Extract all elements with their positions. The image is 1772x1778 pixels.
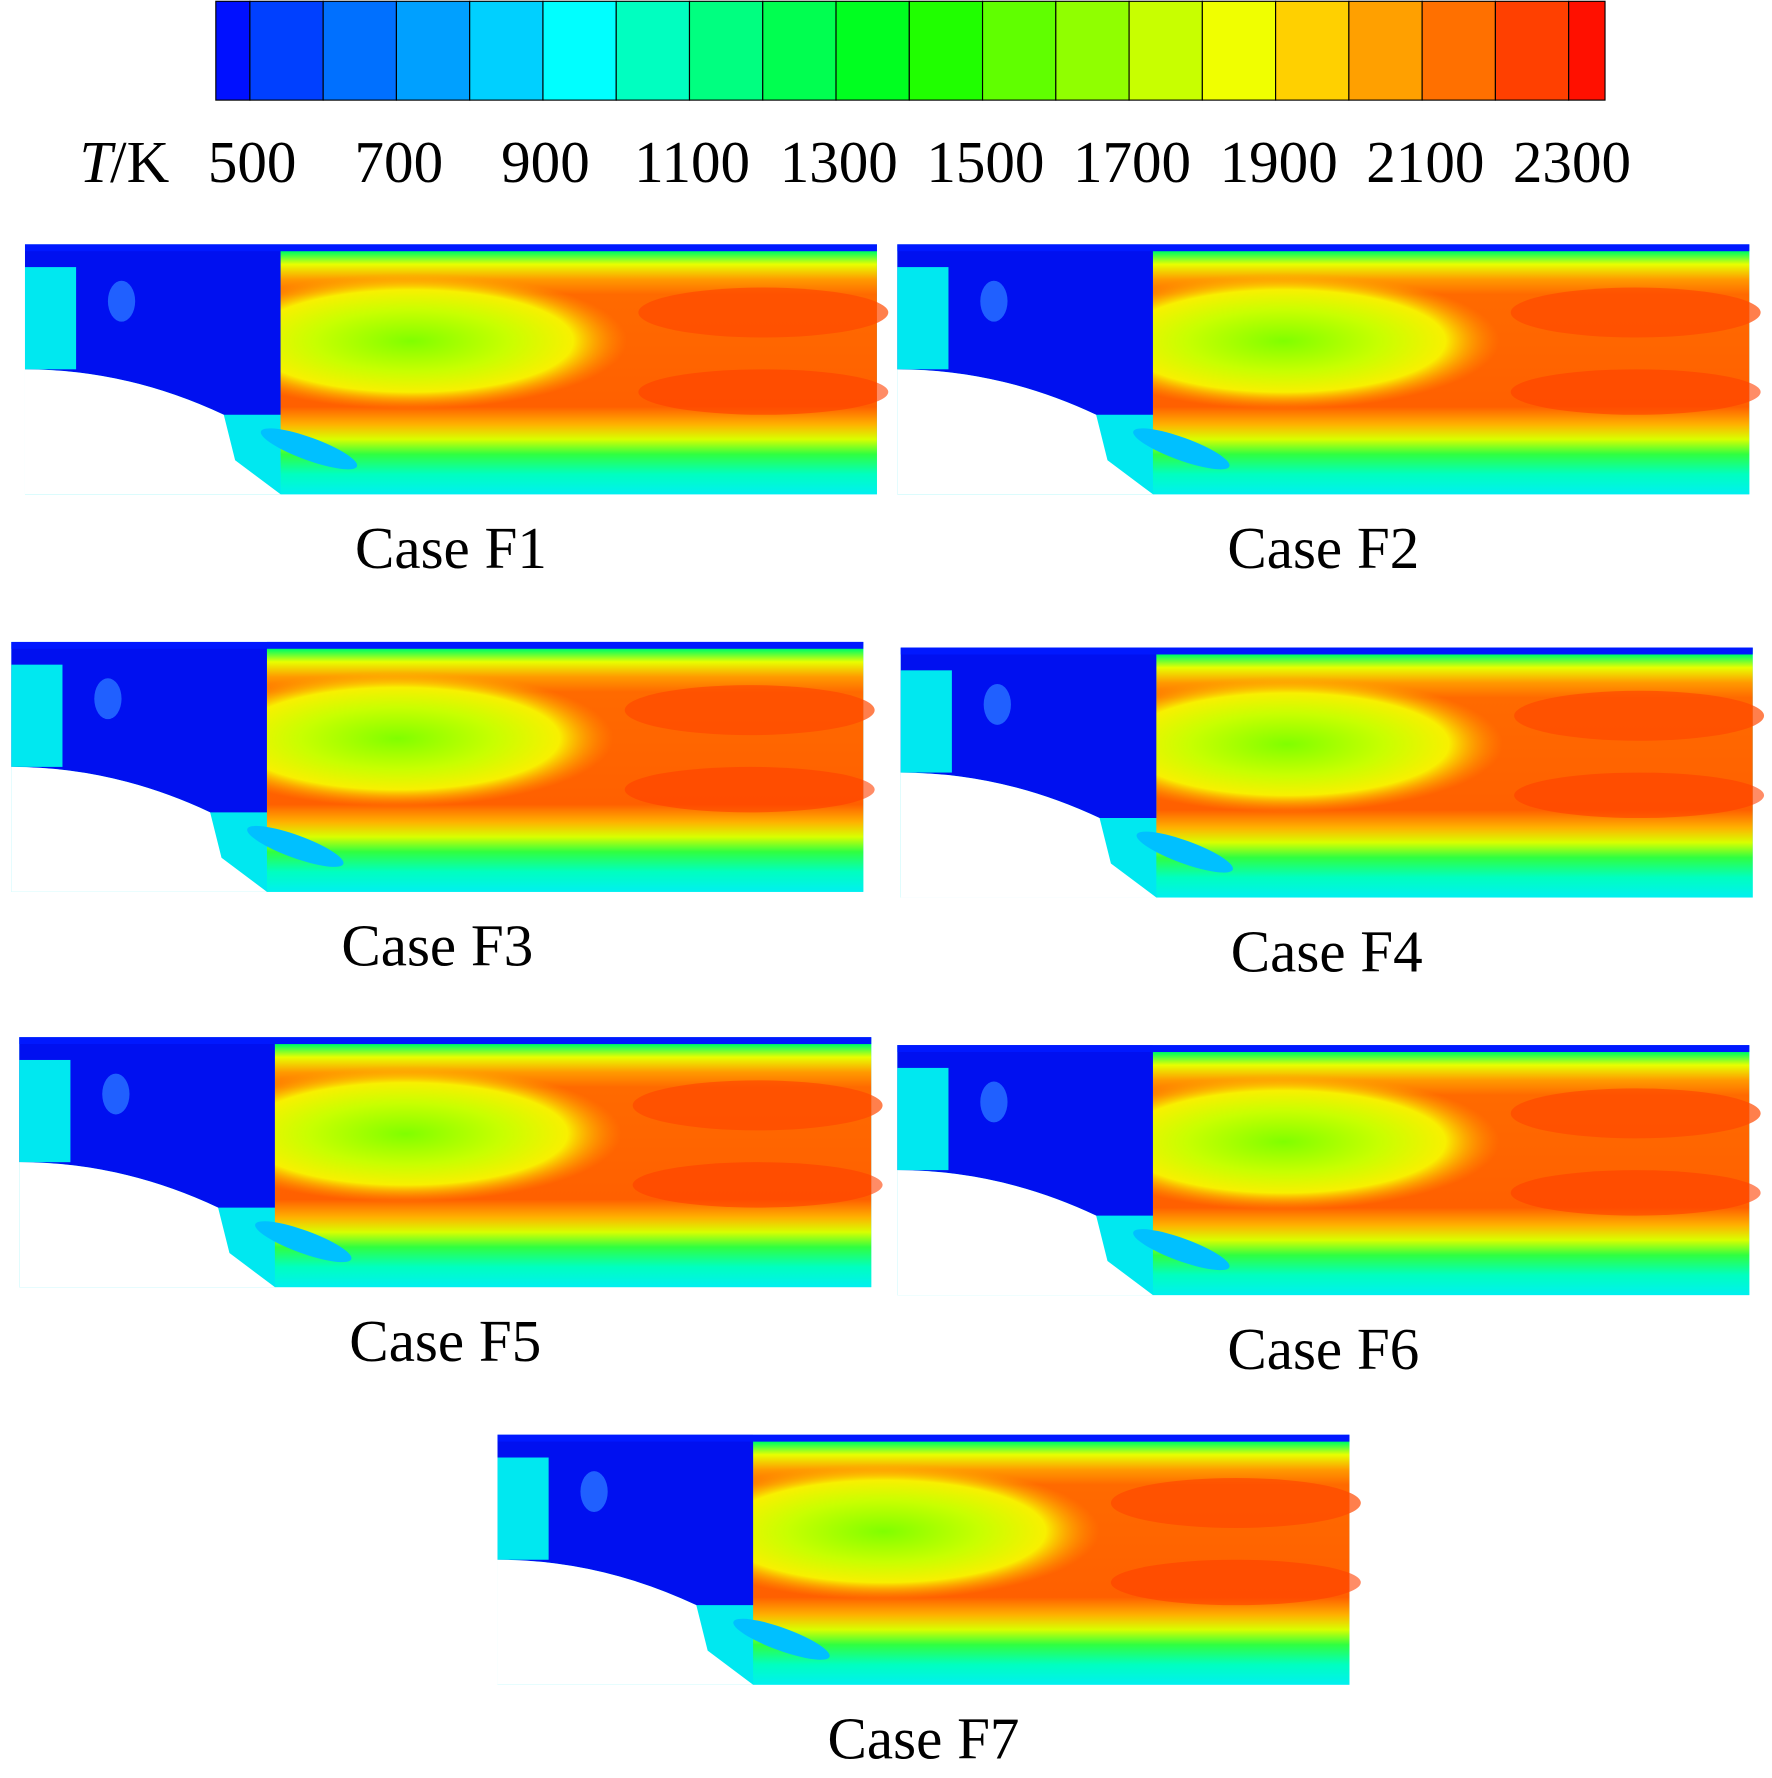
- colorbar-band: [1275, 0, 1350, 101]
- colorbar-tick-label: 700: [355, 129, 444, 195]
- contour-plot: [897, 1045, 1761, 1296]
- contour-plot: [11, 641, 875, 892]
- contour-panel: Case F4: [900, 647, 1765, 984]
- colorbar-tick-label: 1100: [634, 129, 750, 195]
- contour-plot: [19, 1037, 883, 1288]
- colorbar-tick-label: 1500: [926, 129, 1044, 195]
- colorbar-tick-label: 1300: [780, 129, 898, 195]
- colorbar-tick-label: 2100: [1366, 129, 1484, 195]
- colorbar-tick-label: 500: [208, 129, 297, 195]
- contour-panel: Case F1: [24, 244, 889, 581]
- panel-caption: Case F3: [341, 913, 533, 979]
- colorbar-band: [1421, 0, 1496, 101]
- colorbar-band: [1128, 0, 1203, 101]
- contour-plot: [24, 244, 889, 495]
- contour-plot: [497, 1434, 1361, 1685]
- colorbar-band: [981, 0, 1057, 101]
- contour-plot: [897, 244, 1761, 495]
- colorbar-band: [249, 0, 324, 101]
- colorbar-band: [835, 0, 910, 101]
- contour-panel: Case F7: [497, 1434, 1361, 1772]
- colorbar: [215, 0, 1606, 101]
- colorbar-band: [215, 0, 251, 101]
- colorbar-band: [762, 0, 837, 101]
- colorbar-band: [1201, 0, 1277, 101]
- colorbar-band: [688, 0, 764, 101]
- colorbar-tick-label: 1700: [1073, 129, 1191, 195]
- colorbar-band: [322, 0, 397, 101]
- colorbar-band: [908, 0, 984, 101]
- colorbar-tick-label: 1900: [1220, 129, 1338, 195]
- panel-caption: Case F1: [355, 515, 547, 581]
- panel-caption: Case F2: [1227, 515, 1419, 581]
- colorbar-band: [1568, 0, 1606, 101]
- colorbar-band: [1494, 0, 1570, 101]
- colorbar-band: [469, 0, 544, 101]
- colorbar-band: [395, 0, 471, 101]
- contour-panel: Case F3: [11, 641, 875, 979]
- colorbar-band: [615, 0, 691, 101]
- colorbar-tick-label: 900: [501, 129, 590, 195]
- colorbar-band: [1055, 0, 1130, 101]
- contour-panel: Case F5: [19, 1037, 883, 1374]
- colorbar-unit: /K: [110, 129, 169, 195]
- colorbar-band: [542, 0, 617, 101]
- colorbar-band: [1348, 0, 1423, 101]
- colorbar-symbol: T: [80, 129, 117, 195]
- panel-caption: Case F7: [828, 1706, 1020, 1772]
- contour-panel: Case F6: [897, 1045, 1761, 1382]
- panel-caption: Case F6: [1227, 1316, 1419, 1382]
- panel-caption: Case F4: [1231, 918, 1423, 984]
- contour-plot: [900, 647, 1765, 898]
- contour-panel: Case F2: [897, 244, 1761, 581]
- colorbar-tick-label: 2300: [1513, 129, 1631, 195]
- panel-caption: Case F5: [349, 1308, 541, 1374]
